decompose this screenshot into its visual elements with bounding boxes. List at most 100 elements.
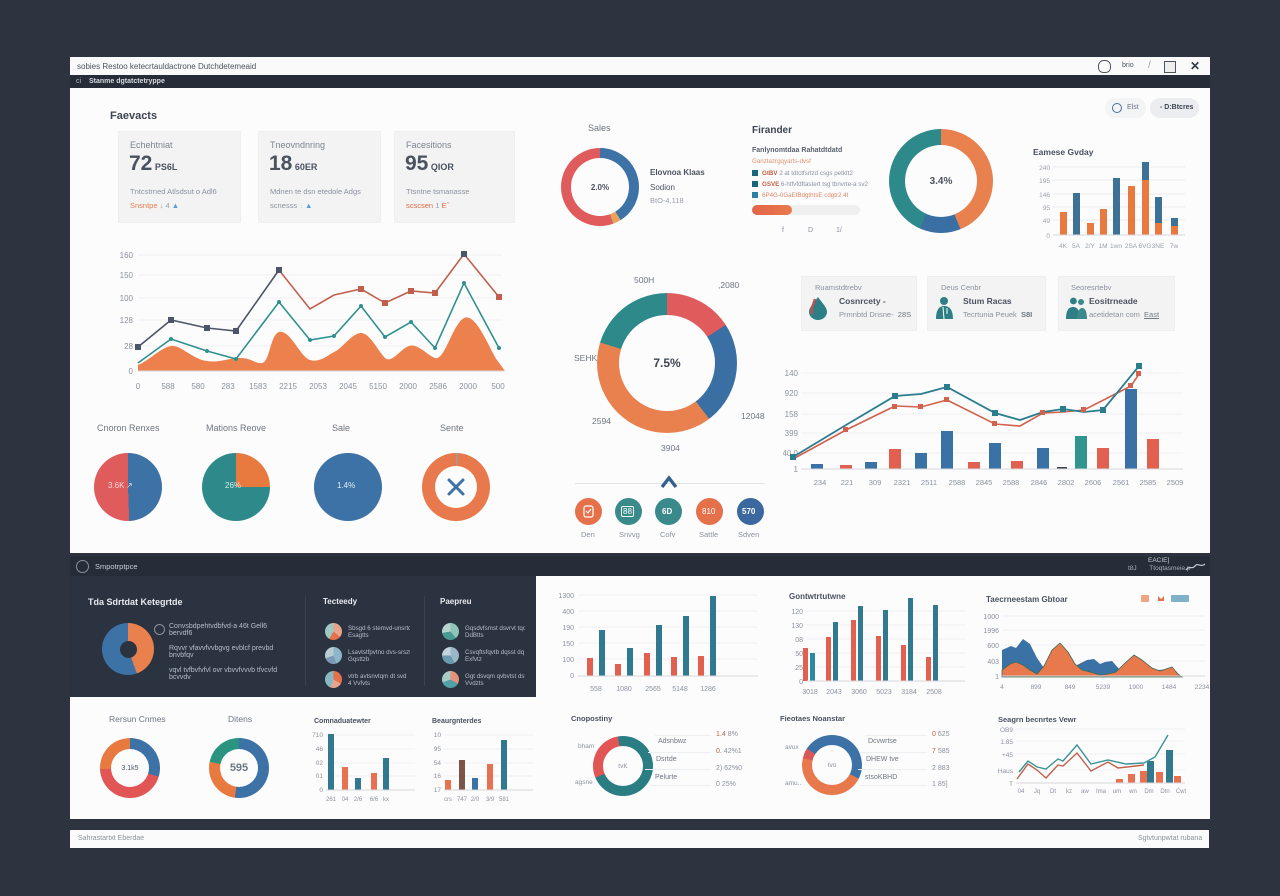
svg-text:2508: 2508 xyxy=(926,689,942,696)
svg-text:2000: 2000 xyxy=(399,382,417,391)
svg-text:581: 581 xyxy=(499,797,510,803)
svg-text:500: 500 xyxy=(491,382,505,391)
svg-text:2846: 2846 xyxy=(1031,478,1048,487)
svg-text:403: 403 xyxy=(987,659,999,666)
svg-text:aw: aw xyxy=(1081,789,1089,795)
svg-text:50: 50 xyxy=(795,651,803,658)
svg-text:Dm: Dm xyxy=(1144,789,1153,795)
svg-text:1wn: 1wn xyxy=(1110,243,1122,250)
svg-text:1000: 1000 xyxy=(983,614,999,621)
svg-text:02: 02 xyxy=(316,760,324,767)
svg-text:2234: 2234 xyxy=(1195,684,1210,691)
svg-text:2585: 2585 xyxy=(1140,478,1157,487)
svg-text:2053: 2053 xyxy=(309,382,327,391)
svg-text:08: 08 xyxy=(795,637,803,644)
svg-text:25: 25 xyxy=(795,665,803,672)
svg-text:899: 899 xyxy=(1031,684,1042,691)
svg-text:Taecrneestam Gbtoar: Taecrneestam Gbtoar xyxy=(986,595,1068,604)
svg-text:1: 1 xyxy=(794,465,799,474)
svg-text:399: 399 xyxy=(785,429,799,438)
svg-text:Dt: Dt xyxy=(1050,789,1056,795)
svg-text:6VG: 6VG xyxy=(1138,243,1151,250)
svg-text:240: 240 xyxy=(1039,165,1050,172)
svg-text:10: 10 xyxy=(434,732,442,739)
svg-text:261: 261 xyxy=(326,797,337,803)
svg-text:Seagrn becnrtes Vewr: Seagrn becnrtes Vewr xyxy=(998,715,1076,724)
svg-text:400: 400 xyxy=(562,609,574,616)
svg-text:2565: 2565 xyxy=(645,686,661,693)
svg-text:100: 100 xyxy=(562,657,574,664)
svg-text:5239: 5239 xyxy=(1096,684,1111,691)
svg-text:+45: +45 xyxy=(1002,752,1013,759)
svg-text:3184: 3184 xyxy=(901,689,917,696)
svg-text:3NE: 3NE xyxy=(1152,243,1165,250)
svg-text:46: 46 xyxy=(316,746,324,753)
svg-text:2043: 2043 xyxy=(826,689,842,696)
svg-text:0: 0 xyxy=(319,787,323,794)
svg-text:100: 100 xyxy=(120,294,134,303)
svg-text:120: 120 xyxy=(791,609,803,616)
svg-text:1.85: 1.85 xyxy=(1000,739,1013,746)
svg-text:2/0: 2/0 xyxy=(471,797,480,803)
svg-text:95: 95 xyxy=(1043,205,1051,212)
svg-text:3/9: 3/9 xyxy=(486,797,495,803)
svg-text:4: 4 xyxy=(1000,684,1004,691)
svg-text:2802: 2802 xyxy=(1058,478,1075,487)
svg-text:0: 0 xyxy=(570,673,574,680)
svg-text:190: 190 xyxy=(562,625,574,632)
svg-text:221: 221 xyxy=(841,478,854,487)
svg-text:128: 128 xyxy=(120,316,134,325)
svg-text:95: 95 xyxy=(434,746,442,753)
svg-text:OB9: OB9 xyxy=(1000,727,1013,734)
svg-text:2561: 2561 xyxy=(1113,478,1130,487)
svg-text:5023: 5023 xyxy=(876,689,892,696)
svg-text:6/6: 6/6 xyxy=(370,797,379,803)
svg-text:Haus: Haus xyxy=(998,768,1014,775)
svg-text:Jq: Jq xyxy=(1034,789,1040,795)
svg-text:234: 234 xyxy=(814,478,827,487)
svg-text:2606: 2606 xyxy=(1085,478,1102,487)
svg-text:2/Y: 2/Y xyxy=(1085,243,1095,250)
svg-text:2845: 2845 xyxy=(976,478,993,487)
svg-text:Dtn: Dtn xyxy=(1160,789,1169,795)
svg-text:kz: kz xyxy=(1066,789,1072,795)
svg-text:1286: 1286 xyxy=(700,686,716,693)
svg-text:4K: 4K xyxy=(1059,243,1068,250)
svg-text:2SA: 2SA xyxy=(1125,243,1138,250)
svg-text:0: 0 xyxy=(799,679,803,686)
svg-text:2509: 2509 xyxy=(1167,478,1184,487)
svg-text:283: 283 xyxy=(221,382,235,391)
svg-text:195: 195 xyxy=(1039,178,1050,185)
svg-text:580: 580 xyxy=(191,382,205,391)
svg-text:158: 158 xyxy=(785,410,799,419)
svg-text:Comnaduatewter: Comnaduatewter xyxy=(314,718,371,725)
svg-text:710: 710 xyxy=(312,732,323,739)
svg-text:0: 0 xyxy=(129,367,134,376)
svg-text:0: 0 xyxy=(136,382,141,391)
svg-text:7w: 7w xyxy=(1170,243,1179,250)
svg-text:2586: 2586 xyxy=(429,382,447,391)
svg-text:Cwt: Cwt xyxy=(1176,789,1187,795)
svg-text:2/6: 2/6 xyxy=(354,797,363,803)
svg-text:2511: 2511 xyxy=(921,478,937,487)
svg-text:2588: 2588 xyxy=(1003,478,1020,487)
svg-text:04: 04 xyxy=(342,797,349,803)
svg-text:1484: 1484 xyxy=(1162,684,1177,691)
svg-text:309: 309 xyxy=(869,478,882,487)
svg-text:Gontwtrtutwne: Gontwtrtutwne xyxy=(789,592,846,601)
svg-text:5150: 5150 xyxy=(369,382,387,391)
svg-text:1300: 1300 xyxy=(558,593,574,600)
svg-text:3060: 3060 xyxy=(851,689,867,696)
svg-text:17: 17 xyxy=(434,787,442,794)
svg-text:1583: 1583 xyxy=(249,382,267,391)
svg-text:1996: 1996 xyxy=(983,628,999,635)
svg-text:2045: 2045 xyxy=(339,382,357,391)
svg-text:1M: 1M xyxy=(1098,243,1107,250)
svg-text:849: 849 xyxy=(1065,684,1076,691)
svg-text:920: 920 xyxy=(785,389,799,398)
svg-text:40.0: 40.0 xyxy=(783,449,799,458)
svg-text:Ima: Ima xyxy=(1096,789,1107,795)
svg-text:600: 600 xyxy=(987,643,999,650)
svg-text:Beaurgnterdes: Beaurgnterdes xyxy=(432,718,482,725)
svg-text:crs: crs xyxy=(444,797,452,803)
